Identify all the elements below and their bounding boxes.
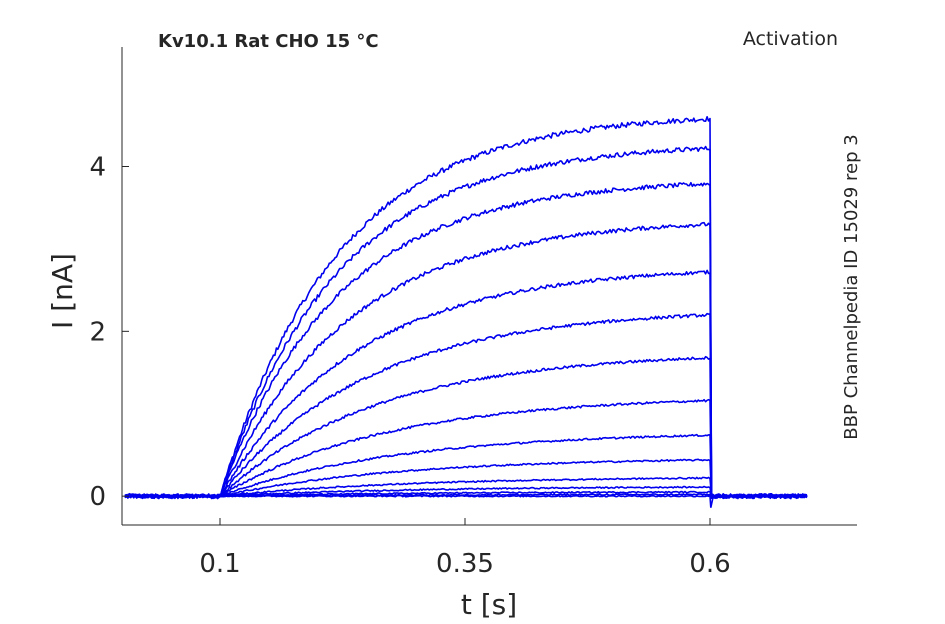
y-ticks: 0 2 4 <box>89 153 129 512</box>
x-tick-label: 0.6 <box>689 549 730 579</box>
current-trace-5 <box>124 269 808 499</box>
current-traces <box>124 116 808 508</box>
current-trace-1 <box>124 116 808 500</box>
current-trace-15 <box>124 494 808 498</box>
current-trace-8 <box>124 398 808 498</box>
y-axis-label: I [nA] <box>46 253 79 329</box>
current-trace-7 <box>124 355 808 499</box>
current-trace-10 <box>124 458 808 498</box>
current-trace-9 <box>124 433 808 498</box>
x-tick-label: 0.1 <box>199 549 240 579</box>
chart-title: Kv10.1 Rat CHO 15 °C <box>158 31 379 52</box>
x-axis-label: t [s] <box>461 588 517 621</box>
x-tick-label: 0.35 <box>436 549 494 579</box>
current-trace-2 <box>124 145 808 500</box>
current-trace-4 <box>124 221 808 499</box>
y-tick-label: 0 <box>89 482 106 512</box>
current-trace-3 <box>124 181 808 500</box>
x-ticks: 0.1 0.35 0.6 <box>199 518 731 579</box>
tail-current-dip <box>709 496 714 508</box>
y-tick-label: 2 <box>89 317 106 347</box>
current-trace-6 <box>124 312 808 499</box>
channelpedia-id-label: BBP Channelpedia ID 15029 rep 3 <box>841 134 862 439</box>
protocol-label: Activation <box>743 28 838 50</box>
y-tick-label: 4 <box>89 153 106 183</box>
